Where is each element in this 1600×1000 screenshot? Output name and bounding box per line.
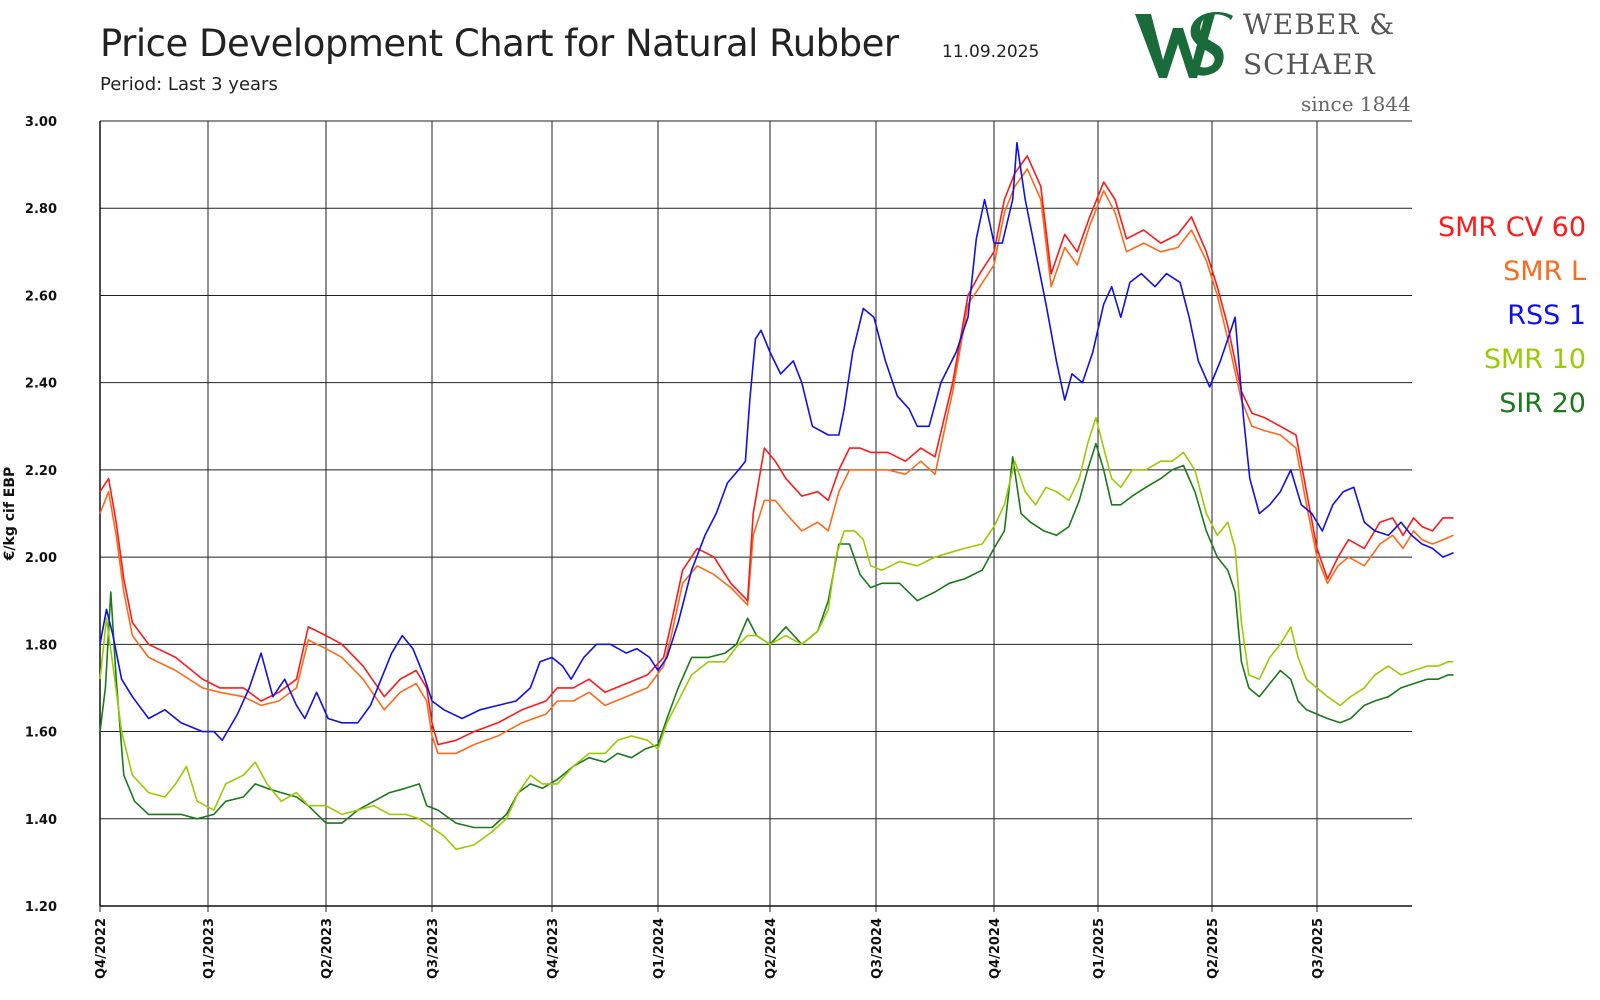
x-tick-label: Q4/2024 (988, 918, 1003, 979)
legend-item-sir-20: SIR 20 (1499, 388, 1586, 419)
legend-item-smr-10: SMR 10 (1484, 344, 1586, 375)
legend-item-smr-cv-60: SMR CV 60 (1438, 212, 1586, 243)
y-axis-label: €/kg cif EBP (2, 467, 18, 562)
x-tick-label: Q2/2023 (320, 918, 335, 979)
y-tick-label: 3.00 (25, 115, 57, 130)
plot-area (100, 121, 1412, 906)
x-tick-label: Q1/2023 (202, 918, 217, 979)
y-tick-label: 2.60 (25, 289, 57, 304)
x-tick-label: Q4/2022 (94, 918, 109, 979)
y-tick-label: 2.40 (25, 377, 57, 392)
x-tick-label: Q1/2025 (1092, 918, 1107, 979)
y-tick-label: 1.80 (25, 638, 57, 653)
x-tick-label: Q3/2024 (870, 918, 885, 979)
y-tick-label: 1.40 (25, 813, 57, 828)
x-tick-label: Q4/2023 (546, 918, 561, 979)
x-tick-label: Q2/2024 (764, 918, 779, 979)
x-tick-label: Q3/2023 (426, 918, 441, 979)
y-tick-label: 1.60 (25, 726, 57, 741)
x-tick-label: Q3/2025 (1311, 918, 1326, 979)
y-tick-label: 2.80 (25, 202, 57, 217)
y-tick-label: 1.20 (25, 900, 57, 915)
x-tick-label: Q2/2025 (1206, 918, 1221, 979)
y-tick-label: 2.20 (25, 464, 57, 479)
x-tick-label: Q1/2024 (652, 918, 667, 979)
legend-item-smr-l: SMR L (1503, 256, 1586, 287)
legend-item-rss-1: RSS 1 (1507, 300, 1586, 331)
y-tick-label: 2.00 (25, 551, 57, 566)
